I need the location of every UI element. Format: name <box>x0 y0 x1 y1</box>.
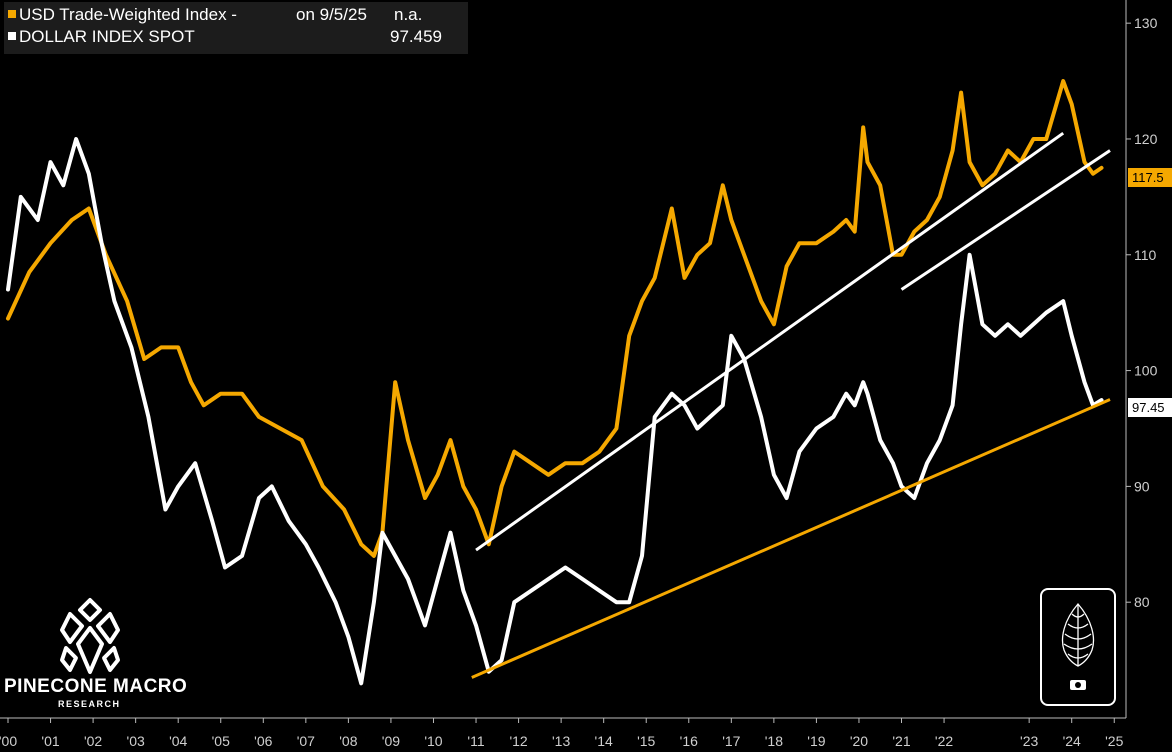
legend-value-dollar-index: 97.459 <box>390 27 442 46</box>
trendline-2 <box>900 149 1111 291</box>
x-tick-label: '04 <box>169 733 187 749</box>
legend-date: on 9/5/25 <box>296 5 367 24</box>
y-tick-label: 100 <box>1134 363 1158 379</box>
series-line-dollar-index <box>6 137 1104 686</box>
value-tag-trade-weighted-text: 117.5 <box>1132 170 1164 185</box>
legend-entry-trade-weighted: USD Trade-Weighted Index - <box>8 4 237 26</box>
y-tick-label: 130 <box>1134 15 1158 31</box>
legend-swatch-trade-weighted <box>8 10 16 18</box>
x-tick-label: '01 <box>41 733 59 749</box>
x-tick-label: '03 <box>127 733 145 749</box>
x-tick-label: '18 <box>765 733 783 749</box>
y-tick-label: 80 <box>1134 594 1150 610</box>
y-tick-label: 120 <box>1134 131 1158 147</box>
x-tick-label: '17 <box>722 733 740 749</box>
x-tick-label: '14 <box>595 733 613 749</box>
series-line-trade-weighted <box>6 79 1104 558</box>
y-tick-label: 110 <box>1134 247 1157 263</box>
x-tick-label: '12 <box>509 733 527 749</box>
x-tick-label: '10 <box>424 733 442 749</box>
legend-entry-dollar-index: DOLLAR INDEX SPOT <box>8 26 195 48</box>
x-tick-label: '16 <box>680 733 698 749</box>
y-axis: 80 90 100 110 120 130 <box>1126 15 1158 610</box>
x-tick-label: '02 <box>84 733 102 749</box>
x-tick-label: '19 <box>807 733 825 749</box>
pinecone-logo-icon <box>60 598 120 674</box>
x-tick-label: '05 <box>212 733 230 749</box>
legend-swatch-dollar-index <box>8 32 16 40</box>
pinecone-badge <box>1040 588 1116 706</box>
x-tick-label: '09 <box>382 733 400 749</box>
legend-value-trade-weighted: n.a. <box>394 5 423 24</box>
x-tick-label: '11 <box>467 733 484 749</box>
x-tick-label: '13 <box>552 733 570 749</box>
value-tag-dollar-index: 97.45 <box>1128 398 1172 417</box>
trendline-3 <box>471 398 1111 679</box>
x-axis: '00 '01 '02 '03 '04 '05 '06 '07 '08 '09 '10 '11 '12 '… <box>0 718 1124 749</box>
value-tag-dollar-index-text: 97.45 <box>1132 400 1165 415</box>
x-tick-label: '23 <box>1020 733 1038 749</box>
plot-area <box>6 79 1111 686</box>
x-tick-label: '25 <box>1105 733 1123 749</box>
x-tick-label: '08 <box>339 733 357 749</box>
x-tick-label: '07 <box>297 733 315 749</box>
x-tick-label: '15 <box>637 733 655 749</box>
brand-subtitle: RESEARCH <box>58 699 121 709</box>
x-tick-label: '06 <box>254 733 272 749</box>
x-tick-label: '20 <box>850 733 868 749</box>
legend-label-dollar-index: DOLLAR INDEX SPOT <box>19 27 195 46</box>
brand-logo: PINECONE MACRO RESEARCH <box>0 596 187 714</box>
pinecone-badge-icon <box>1061 603 1095 690</box>
chart-legend: USD Trade-Weighted Index - on 9/5/25 n.a… <box>4 2 468 54</box>
brand-name: PINECONE MACRO <box>4 676 188 697</box>
x-tick-label: '21 <box>892 733 910 749</box>
x-tick-label: '24 <box>1063 733 1081 749</box>
x-tick-label: '22 <box>935 733 953 749</box>
y-tick-label: 90 <box>1134 478 1150 494</box>
legend-label-trade-weighted: USD Trade-Weighted Index - <box>19 5 237 24</box>
trendline-1 <box>475 131 1065 552</box>
x-tick-label: '00 <box>0 733 17 749</box>
value-tag-trade-weighted: 117.5 <box>1128 168 1172 187</box>
